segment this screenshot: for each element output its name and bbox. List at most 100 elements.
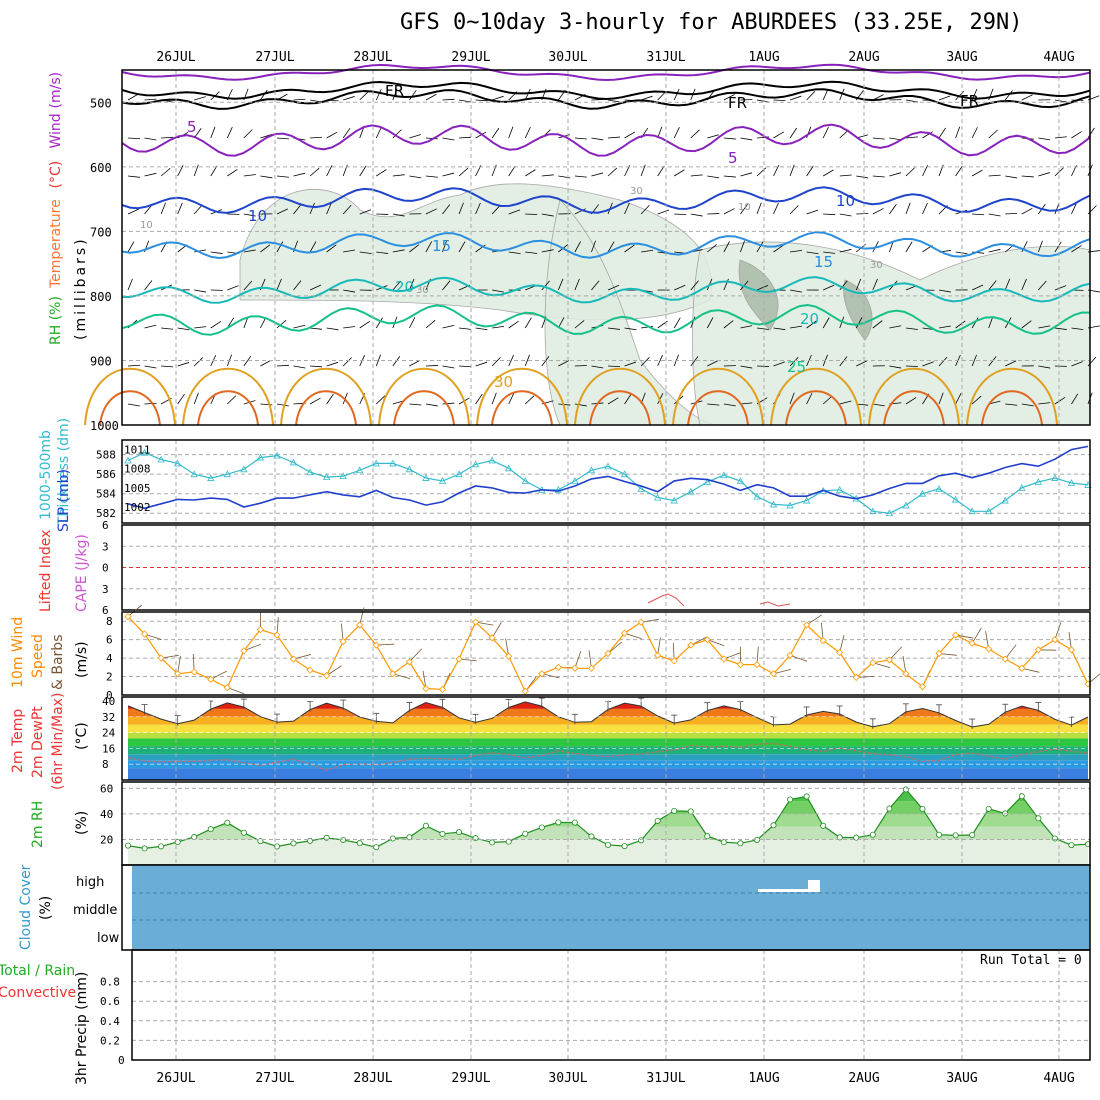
wind-barb	[492, 95, 504, 101]
thickness-point	[289, 458, 298, 466]
wind-barb-10m	[392, 673, 411, 680]
wind-barb	[541, 174, 554, 177]
wind-barb	[971, 317, 979, 329]
wind-barb	[624, 131, 636, 139]
wind-barb	[343, 289, 356, 293]
wind-speed-point	[1034, 646, 1042, 654]
ylabel-part: (%)	[74, 811, 90, 835]
date-label-bottom: 27JUL	[255, 1071, 294, 1086]
temp-ylabel: (6hr Min/Max)	[50, 693, 66, 790]
wind-speed-point	[140, 630, 149, 638]
contour-label: 30	[494, 373, 513, 391]
wind-barb	[1054, 241, 1062, 253]
ylabel-part: (6hr Min/Max)	[50, 693, 66, 790]
wind-barb	[723, 241, 730, 253]
wind-barb	[458, 202, 464, 215]
wind-speed-point	[339, 637, 347, 646]
rh-point	[207, 826, 214, 833]
ylabel-part: (°C)	[74, 722, 90, 750]
wind-barb	[971, 395, 982, 405]
thickness-point	[256, 453, 265, 461]
wind-barb	[310, 365, 323, 368]
contour-label: 10	[836, 192, 855, 210]
wind-barb	[591, 280, 600, 291]
wind-barb	[822, 127, 829, 139]
thickness-point	[753, 492, 761, 500]
wind-barb-10m	[624, 632, 642, 640]
wind-tick-label: 8	[106, 615, 113, 628]
wind-barb-10m	[806, 614, 822, 626]
wind-barb	[310, 327, 323, 330]
cloud-cover-fill	[132, 865, 1090, 950]
precip-tick-label: 0.6	[100, 995, 120, 1008]
li-ylabel: Lifted Index	[38, 530, 54, 612]
date-label-bottom: 1AUG	[748, 1071, 779, 1086]
contour-label: FR	[728, 94, 747, 112]
wind-barb	[442, 365, 455, 369]
wind-barb	[508, 354, 514, 367]
wind-barb	[177, 202, 183, 215]
wind-barb	[442, 98, 455, 101]
wind-barb	[723, 208, 735, 215]
date-label-top: 2AUG	[848, 50, 879, 65]
wind-barb	[475, 361, 488, 367]
wind-barb	[392, 213, 405, 217]
contour-label: 10	[140, 220, 153, 231]
date-label-top: 31JUL	[646, 50, 685, 65]
wind-ylabel: & Barbs	[50, 635, 66, 691]
wind-speed-point	[769, 670, 778, 678]
wind-barb	[1071, 361, 1083, 367]
wind-barb	[855, 317, 863, 329]
contour-label: 10	[248, 207, 267, 225]
wind-barb	[591, 172, 604, 177]
wind-barb	[905, 397, 917, 405]
wind-barb	[922, 131, 933, 139]
contour-label: FR	[960, 92, 979, 110]
wind-barb	[574, 137, 587, 140]
thickness-point	[836, 485, 844, 493]
wind-barb	[690, 280, 699, 291]
rh-band	[128, 826, 1088, 840]
rh-point	[869, 831, 876, 838]
wind-barb-10m	[210, 670, 227, 680]
wind-speed-point	[803, 621, 811, 629]
date-label-top: 3AUG	[946, 50, 977, 65]
wind-barb	[756, 202, 762, 215]
temp-contour-30	[378, 367, 470, 426]
ylabel-part: Temperature	[48, 199, 64, 289]
wind-barb	[508, 126, 514, 139]
rh-point	[158, 843, 165, 850]
wind-barb	[359, 165, 367, 177]
thickness-point	[223, 470, 231, 478]
wind-barb	[773, 131, 785, 139]
rh-point	[439, 830, 446, 837]
wind-barb	[491, 204, 501, 215]
rh-point	[422, 822, 429, 829]
wind-speed-point	[240, 647, 248, 655]
date-label-top: 27JUL	[255, 50, 294, 65]
wind-barb	[161, 327, 174, 330]
temp-band	[128, 746, 1088, 755]
wind-barb	[144, 172, 157, 177]
wind-barb	[839, 174, 852, 177]
wind-barb	[508, 165, 516, 177]
wind-speed-point	[1051, 636, 1059, 644]
wind-barb	[193, 164, 199, 177]
thickness-point	[720, 471, 728, 479]
wind-barb	[425, 403, 438, 407]
wind-barb	[806, 165, 814, 177]
wind-barb	[458, 99, 471, 103]
wind-barb	[988, 248, 1001, 253]
wind-barb	[409, 89, 417, 101]
wind-barb	[790, 325, 802, 329]
upper-air-ylabel: RH (%) Temperature (°C) Wind (m/s)	[48, 72, 64, 345]
wind-barb	[1054, 202, 1060, 215]
wind-barb	[276, 241, 284, 253]
temp-unit: (°C)	[74, 722, 90, 750]
wind-barb	[376, 169, 387, 177]
thickness-point	[372, 459, 380, 467]
temp-contour-30	[84, 367, 176, 426]
wind-barb	[624, 202, 630, 215]
rh-point	[720, 839, 727, 846]
wind-barb	[392, 249, 405, 253]
